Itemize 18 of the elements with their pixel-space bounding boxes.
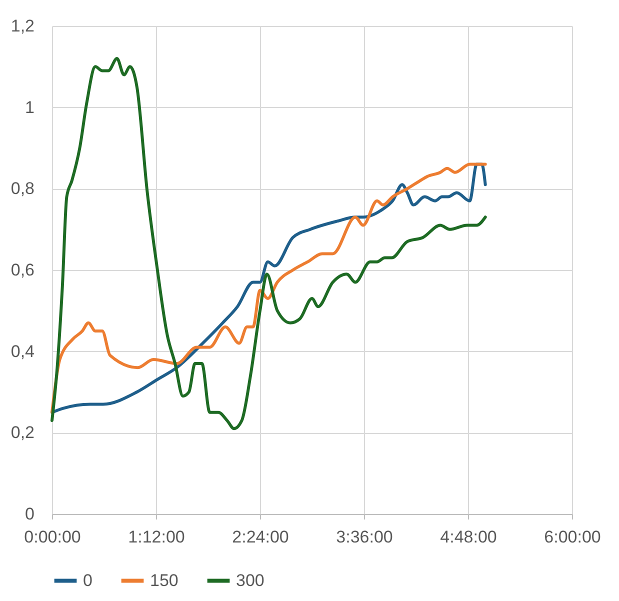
y-tick-label: 0,6 xyxy=(10,260,34,280)
y-tick-label: 0,8 xyxy=(10,179,34,198)
y-tick-label: 1 xyxy=(25,98,34,117)
y-tick-label: 0,4 xyxy=(10,342,34,361)
legend-label: 300 xyxy=(236,570,264,590)
y-tick-label: 0,2 xyxy=(10,423,34,442)
line-series xyxy=(50,162,487,414)
legend-label: 0 xyxy=(83,570,92,590)
x-tick-label: 0:00:00 xyxy=(24,528,81,546)
line-series xyxy=(50,57,487,430)
x-tick-label: 2:24:00 xyxy=(232,528,289,546)
y-tick-label: 1,2 xyxy=(10,16,34,36)
x-tick-label: 3:36:00 xyxy=(336,528,393,546)
legend-label: 150 xyxy=(150,570,178,590)
x-tick-label: 6:00:00 xyxy=(544,528,601,546)
x-tick-label: 4:48:00 xyxy=(440,528,497,546)
x-tick-label: 1:12:00 xyxy=(128,528,185,546)
y-tick-label: 0 xyxy=(25,504,34,524)
